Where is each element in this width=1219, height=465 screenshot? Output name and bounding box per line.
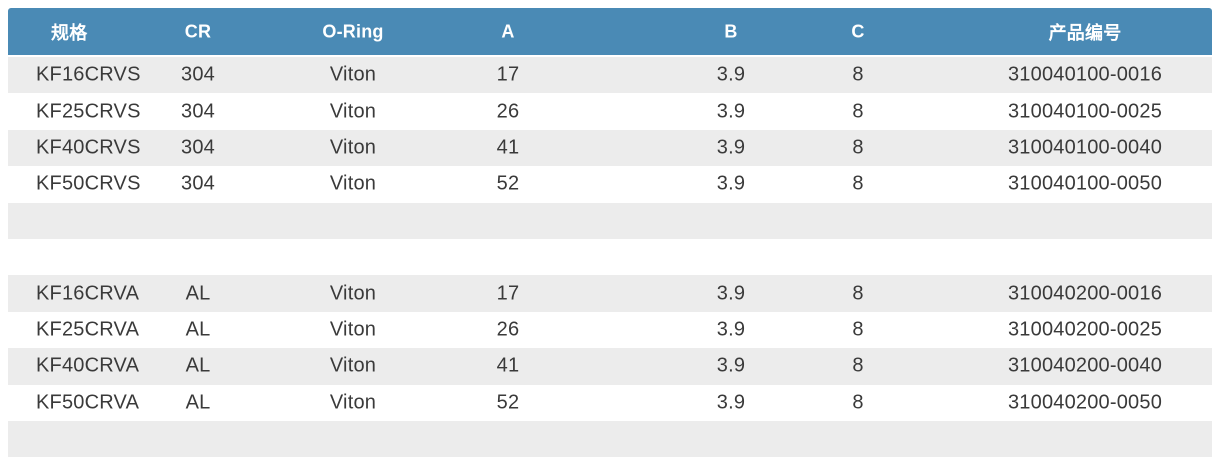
cell-spec: KF40CRVS [36,136,141,159]
cell-cr: AL [185,318,211,341]
cell-product-no: 310040200-0040 [1007,354,1163,377]
cell-c: 8 [852,63,864,86]
cell-a: 52 [496,172,520,195]
cell-b: 3.9 [716,136,746,159]
cell-product-no: 310040200-0016 [1007,282,1163,305]
column-header-oring: O-Ring [322,21,384,41]
table-header-row: 规格 CR O-Ring A B C 产品编号 [8,8,1212,55]
cell-spec: KF25CRVA [36,318,140,341]
column-header-c: C [851,21,865,41]
cell-b: 3.9 [716,100,746,123]
cell-oring: Viton [329,354,377,377]
cell-oring: Viton [329,136,377,159]
cell-oring: Viton [329,391,377,414]
table-row: KF40CRVA AL Viton 41 3.9 8 310040200-0040 [8,348,1212,385]
cell-spec: KF50CRVA [36,391,140,414]
table-row: KF16CRVA AL Viton 17 3.9 8 310040200-0016 [8,275,1212,312]
cell-a: 26 [496,318,520,341]
table-row: KF25CRVA AL Viton 26 3.9 8 310040200-0025 [8,311,1212,349]
cell-c: 8 [852,282,864,305]
cell-product-no: 310040200-0050 [1007,391,1163,414]
cell-b: 3.9 [716,63,746,86]
cell-cr: AL [185,391,211,414]
cell-c: 8 [852,172,864,195]
table-row [8,238,1212,276]
cell-cr: AL [185,354,211,377]
cell-oring: Viton [329,318,377,341]
cell-c: 8 [852,354,864,377]
cell-spec: KF16CRVA [36,282,140,305]
cell-cr: 304 [181,63,215,86]
cell-a: 26 [496,100,520,123]
table-body: KF16CRVS 304 Viton 17 3.9 8 310040100-0016 KF25… [8,57,1212,458]
cell-spec: KF16CRVS [36,63,141,86]
cell-c: 8 [852,136,864,159]
cell-spec: KF40CRVA [36,354,140,377]
cell-b: 3.9 [716,282,746,305]
cell-b: 3.9 [716,354,746,377]
cell-product-no: 310040100-0016 [1007,63,1163,86]
cell-spec: KF25CRVS [36,100,141,123]
cell-c: 8 [852,100,864,123]
cell-product-no: 310040100-0050 [1007,172,1163,195]
column-header-cr: CR [184,21,212,41]
column-header-a: A [501,21,515,41]
cell-b: 3.9 [716,318,746,341]
cell-cr: 304 [181,100,215,123]
cell-a: 41 [496,354,520,377]
cell-c: 8 [852,318,864,341]
cell-a: 17 [496,282,520,305]
table-row: KF50CRVA AL Viton 52 3.9 8 310040200-0050 [8,384,1212,421]
column-header-spec: 规格 [51,22,88,43]
cell-oring: Viton [329,63,377,86]
cell-oring: Viton [329,282,377,305]
cell-oring: Viton [329,100,377,123]
column-header-product-no: 产品编号 [1048,22,1122,43]
cell-product-no: 310040200-0025 [1007,318,1163,341]
table-row: KF16CRVS 304 Viton 17 3.9 8 310040100-0016 [8,57,1212,94]
cell-c: 8 [852,391,864,414]
cell-a: 52 [496,391,520,414]
cell-b: 3.9 [716,172,746,195]
cell-product-no: 310040100-0025 [1007,100,1163,123]
table-row [8,420,1212,458]
column-header-b: B [724,21,738,41]
cell-b: 3.9 [716,391,746,414]
cell-cr: 304 [181,172,215,195]
table-row [8,202,1212,239]
cell-a: 17 [496,63,520,86]
table-row: KF50CRVS 304 Viton 52 3.9 8 310040100-0050 [8,166,1212,203]
cell-spec: KF50CRVS [36,172,141,195]
cell-cr: 304 [181,136,215,159]
table-row: KF40CRVS 304 Viton 41 3.9 8 310040100-0040 [8,129,1212,167]
cell-cr: AL [185,282,211,305]
cell-product-no: 310040100-0040 [1007,136,1163,159]
cell-oring: Viton [329,172,377,195]
cell-a: 41 [496,136,520,159]
spec-table: 规格 CR O-Ring A B C 产品编号 KF16CRVS 304 Viton… [8,8,1212,458]
table-row: KF25CRVS 304 Viton 26 3.9 8 310040100-0025 [8,93,1212,130]
